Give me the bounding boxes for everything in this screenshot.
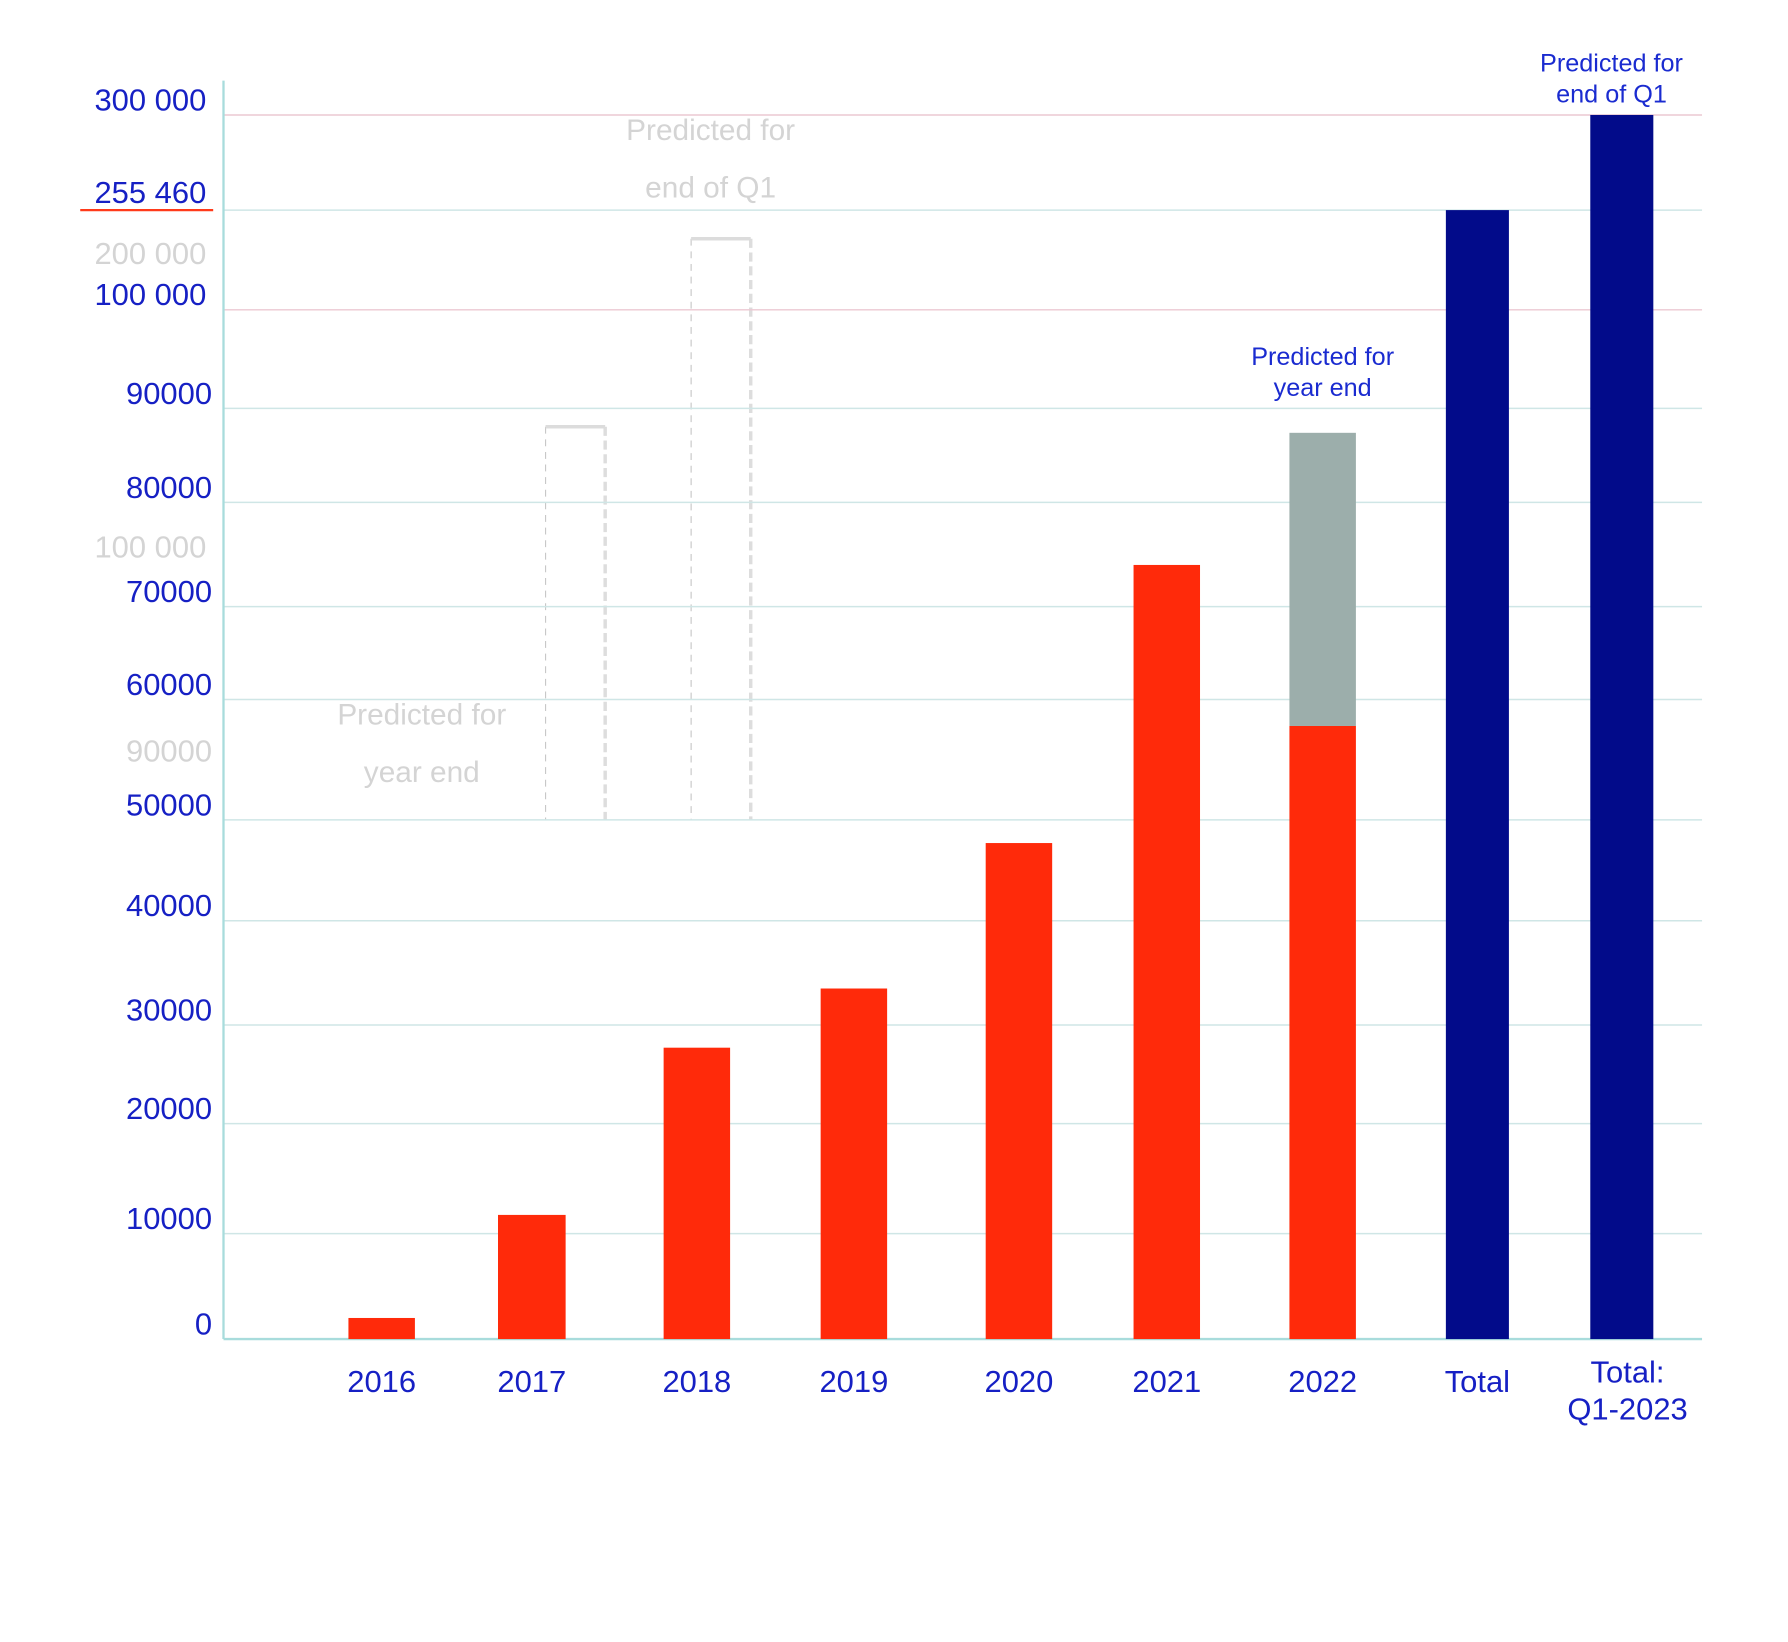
x-tick-label: Total bbox=[1445, 1364, 1510, 1399]
y-tick-label: 0 bbox=[195, 1306, 212, 1341]
annotation-label: Predicted for bbox=[1540, 49, 1683, 77]
ghost-annotation: Predicted for bbox=[626, 114, 795, 147]
bar-2017-0 bbox=[498, 1214, 566, 1340]
y-tick-label: 40000 bbox=[126, 888, 212, 923]
bar-2018-0 bbox=[663, 1047, 731, 1340]
x-tick-label: 2017 bbox=[497, 1364, 566, 1399]
y-tick-label: 60000 bbox=[126, 667, 212, 702]
x-tick-label: 2018 bbox=[662, 1364, 731, 1399]
y-axis-ticks: 0 10000 20000 30000 40000 50000 60000 70000 8000… bbox=[80, 82, 214, 1341]
x-tick-label: 2021 bbox=[1132, 1364, 1201, 1399]
ghost-artifacts: 200 000 100 000 90000 Predicted for year end… bbox=[94, 114, 795, 820]
bar-2022-1 bbox=[1289, 432, 1356, 726]
y-tick-label: 70000 bbox=[126, 574, 212, 609]
bar-2016-0 bbox=[348, 1317, 415, 1340]
bar-2020-0 bbox=[985, 843, 1053, 1340]
x-tick-label: Q1-2023 bbox=[1567, 1391, 1687, 1426]
ghost-annotation: end of Q1 bbox=[645, 171, 776, 204]
bar-total-2 bbox=[1445, 210, 1509, 1340]
y-tick-label: 90000 bbox=[126, 376, 212, 411]
y-tick-label: 20000 bbox=[126, 1091, 212, 1126]
bar-2021-0 bbox=[1133, 564, 1201, 1340]
x-axis-labels: 2016 2017 2018 2019 2020 2021 2022 Total Total:Q… bbox=[347, 1355, 1687, 1427]
y-tick-label: 255 460 bbox=[94, 175, 206, 210]
bar-total-q1-2023-2 bbox=[1590, 114, 1654, 1340]
y-tick-label: 80000 bbox=[126, 470, 212, 505]
y-tick-label: 100 000 bbox=[94, 277, 206, 312]
x-tick-label: 2016 bbox=[347, 1364, 416, 1399]
bar-2022-0 bbox=[1289, 725, 1356, 1340]
annotations: Predicted for year end Predicted for end of… bbox=[1251, 49, 1683, 401]
ghost-annotation: year end bbox=[364, 756, 480, 789]
x-tick-label: Total: bbox=[1591, 1355, 1665, 1390]
bar-2019-0 bbox=[820, 988, 888, 1340]
ghost-tick-label: 90000 bbox=[126, 733, 212, 768]
annotation-label: end of Q1 bbox=[1556, 80, 1667, 108]
annotation-label: year end bbox=[1274, 374, 1372, 402]
ghost-annotation: Predicted for bbox=[337, 699, 506, 732]
x-tick-label: 2022 bbox=[1288, 1364, 1357, 1399]
ghost-tick-label: 200 000 bbox=[94, 236, 206, 271]
y-tick-label: 50000 bbox=[126, 787, 212, 822]
bars bbox=[348, 114, 1654, 1340]
y-tick-label: 10000 bbox=[126, 1201, 212, 1236]
annotation-label: Predicted for bbox=[1251, 343, 1394, 371]
ghost-tick-label: 100 000 bbox=[94, 529, 206, 564]
x-tick-label: 2020 bbox=[985, 1364, 1054, 1399]
y-tick-label: 30000 bbox=[126, 992, 212, 1027]
y-tick-label: 300 000 bbox=[94, 82, 206, 117]
x-tick-label: 2019 bbox=[819, 1364, 888, 1399]
